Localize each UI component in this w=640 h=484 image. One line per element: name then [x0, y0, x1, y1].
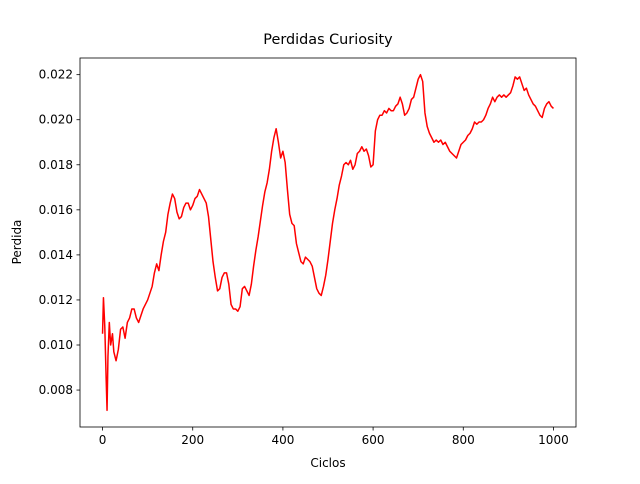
y-tick-label: 0.018 [39, 158, 73, 172]
y-tick-label: 0.016 [39, 203, 73, 217]
x-tick-label: 200 [181, 433, 204, 447]
x-tick-label: 800 [452, 433, 475, 447]
y-tick-label: 0.020 [39, 113, 73, 127]
x-tick-label: 1000 [538, 433, 569, 447]
y-tick-label: 0.010 [39, 338, 73, 352]
plot-frame [79, 57, 577, 428]
chart-title: Perdidas Curiosity [263, 32, 393, 48]
y-tick-label: 0.022 [39, 68, 73, 82]
x-tick-label: 600 [362, 433, 385, 447]
x-tick-label: 0 [99, 433, 107, 447]
data-line [101, 73, 554, 412]
y-tick-label: 0.014 [39, 248, 73, 262]
y-tick-label: 0.008 [39, 383, 73, 397]
y-tick-label: 0.012 [39, 293, 73, 307]
x-tick-label: 400 [271, 433, 294, 447]
y-axis-label: Perdida [10, 220, 24, 265]
x-axis-label: Ciclos [310, 456, 345, 470]
